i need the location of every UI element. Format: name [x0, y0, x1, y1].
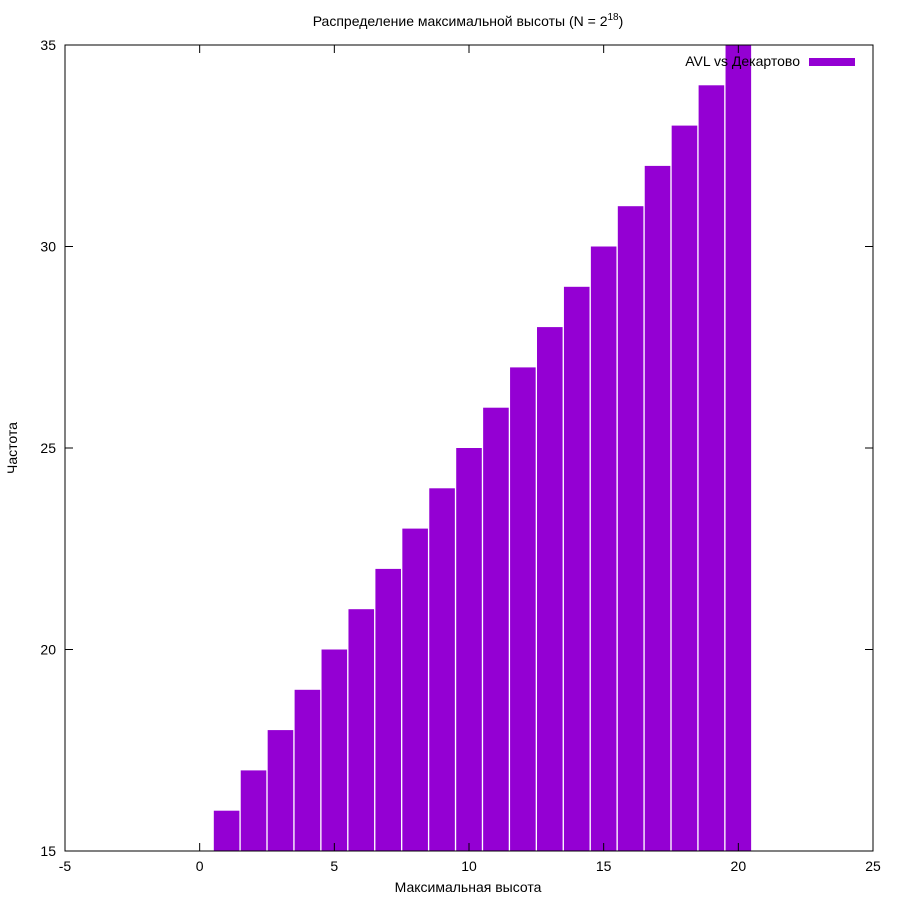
x-tick-label-20: 20: [731, 858, 747, 874]
bar-height-2: [240, 770, 267, 851]
bar-height-18: [671, 125, 698, 852]
bar-height-16: [617, 206, 644, 851]
bar-height-17: [644, 165, 671, 851]
x-tick-label-25: 25: [865, 858, 881, 874]
bar-height-1: [213, 810, 240, 851]
bar-height-19: [698, 85, 725, 852]
ticks-layer: -5 0 5 10 15 20 25 15 20 25 30 35: [40, 37, 881, 874]
bar-height-20: [725, 45, 752, 851]
bar-height-12: [510, 367, 536, 851]
x-tick-label-10: 10: [461, 858, 477, 874]
y-tick-label-30: 30: [40, 239, 56, 255]
bar-height-6: [348, 609, 375, 851]
bar-height-14: [563, 286, 590, 851]
x-axis-title: Максимальная высота: [395, 879, 542, 895]
bar-height-3: [267, 730, 294, 851]
bar-height-13: [537, 327, 563, 852]
bar-height-10: [456, 448, 482, 851]
y-tick-label-35: 35: [40, 37, 56, 53]
chart-title-superscript: 18: [608, 12, 620, 23]
legend-label: AVL vs Декартово: [685, 53, 800, 69]
chart-title-end: ): [619, 13, 624, 29]
y-axis-title: Частота: [4, 422, 20, 474]
chart-title-main: Распределение максимальной высоты (N = 2: [313, 13, 608, 29]
bars-layer: [213, 45, 752, 852]
bar-height-7: [375, 568, 401, 851]
bar-height-15: [590, 246, 617, 851]
bar-height-9: [429, 488, 455, 851]
y-tick-label-25: 25: [40, 440, 56, 456]
y-tick-label-15: 15: [40, 843, 56, 859]
bar-height-11: [483, 407, 509, 851]
x-tick-label--5: -5: [59, 858, 72, 874]
x-tick-label-5: 5: [330, 858, 338, 874]
y-tick-label-20: 20: [40, 642, 56, 658]
bar-height-5: [321, 649, 348, 851]
x-tick-label-0: 0: [196, 858, 204, 874]
chart-title: Распределение максимальной высоты (N = 2…: [313, 12, 624, 29]
legend: AVL vs Декартово: [685, 53, 855, 69]
legend-swatch: [809, 58, 855, 66]
bar-height-4: [294, 689, 321, 851]
x-tick-label-15: 15: [596, 858, 612, 874]
bar-height-8: [402, 528, 428, 851]
